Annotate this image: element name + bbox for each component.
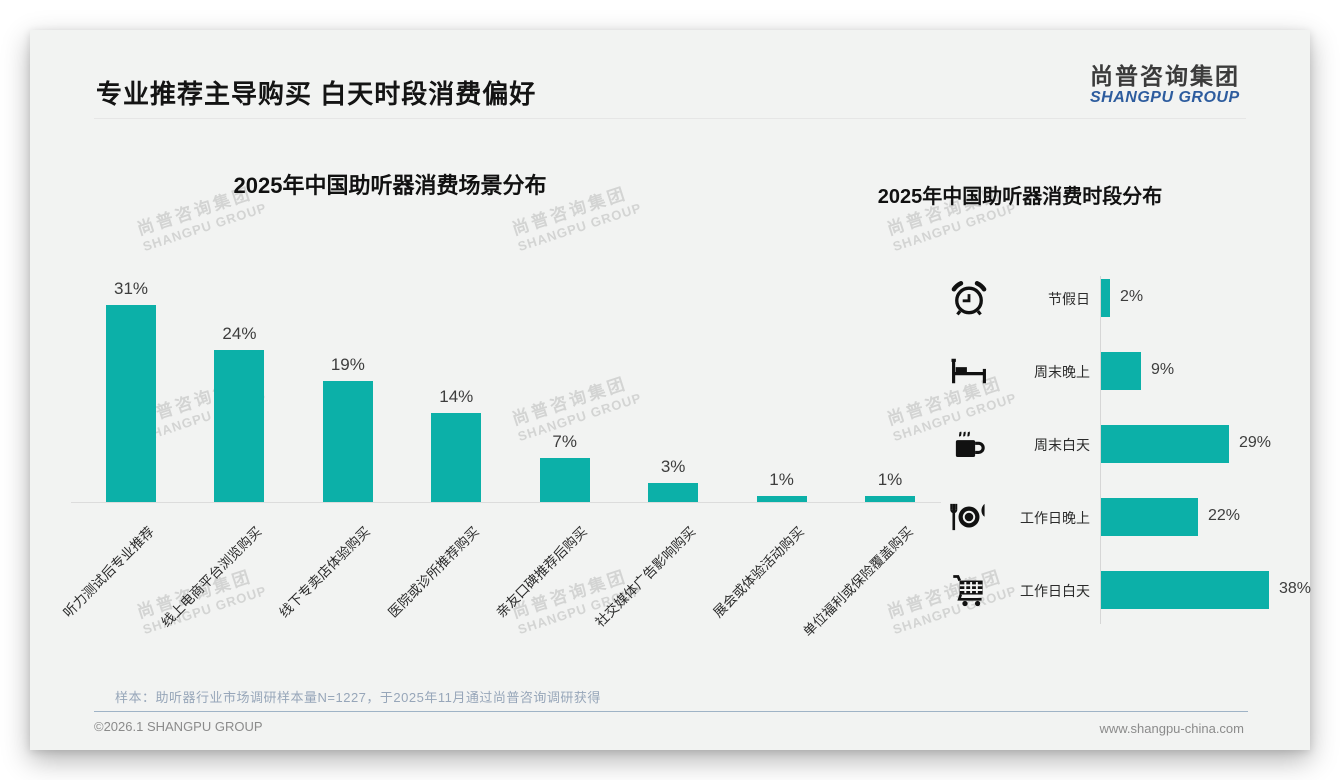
bed-icon: [948, 350, 990, 392]
scene-bar-value: 1%: [769, 470, 794, 489]
watermark-en: SHANGPU GROUP: [515, 200, 644, 255]
time-axis-label: 工作日白天: [1020, 583, 1090, 599]
footer-divider: [94, 711, 1248, 712]
scene-bar-value: 3%: [660, 457, 686, 476]
slide-card: 专业推荐主导购买 白天时段消费偏好 尚普咨询集团 SHANGPU GROUP 尚…: [30, 30, 1312, 750]
company-logo: 尚普咨询集团 SHANGPU GROUP: [1090, 63, 1240, 107]
scene-bar: [756, 496, 807, 502]
time-bar: [1101, 352, 1141, 390]
time-axis-label: 周末白天: [1034, 437, 1090, 453]
shopping-cart-icon: [948, 569, 990, 611]
scene-bar-value: 19%: [330, 355, 365, 374]
scene-bar-value: 7%: [552, 432, 577, 451]
logo-english-name: SHANGPU GROUP: [1090, 89, 1240, 107]
scene-bar: [106, 305, 156, 502]
alarm-clock-icon: [948, 277, 990, 319]
scene-bar-value: 24%: [222, 324, 257, 343]
time-bar: [1101, 571, 1269, 609]
time-axis-label: 工作日晚上: [1020, 510, 1090, 526]
time-bar: [1101, 425, 1229, 463]
scene-axis-label: 社交媒体广告影响购买: [592, 523, 699, 630]
scene-chart-title: 2025年中国助听器消费场景分布: [233, 173, 547, 198]
time-chart-baseline: [1100, 276, 1101, 624]
page-title: 专业推荐主导购买 白天时段消费偏好: [96, 79, 537, 109]
time-bar-value: 38%: [1279, 580, 1312, 597]
scene-bar: [648, 483, 699, 502]
scene-bar-chart: 31% 24% 19% 14% 7% 3% 1% 1%: [71, 275, 941, 503]
scene-bar: [539, 458, 590, 502]
scene-bar: [214, 350, 265, 502]
watermark-en: SHANGPU GROUP: [140, 200, 269, 255]
coffee-icon: [948, 423, 990, 465]
header-divider: [94, 118, 1246, 119]
time-bar-chart: 节假日 2% 周末晚上 9% 周末白天 29% 工作日晚上 22% 工作日白天 38%: [940, 270, 1312, 642]
scene-chart-axis-labels: 听力测试后专业推荐 线上电商平台浏览购买 线下专卖店体验购买 医院或诊所推荐购买 亲友口…: [60, 509, 935, 684]
time-axis-label: 节假日: [1048, 291, 1090, 307]
copyright-text: ©2026.1 SHANGPU GROUP: [94, 719, 263, 734]
scene-axis-label: 医院或诊所推荐购买: [385, 523, 482, 621]
scene-bar-value: 1%: [877, 470, 903, 489]
scene-axis-label: 展会或体验活动购买: [710, 523, 808, 621]
scene-axis-label: 线上电商平台浏览购买: [158, 523, 265, 630]
scene-axis-label: 听力测试后专业推荐: [59, 523, 157, 621]
scene-bar: [865, 496, 915, 502]
time-chart-title: 2025年中国助听器消费时段分布: [877, 186, 1163, 208]
scene-axis-label: 亲友口碑推荐后购买: [493, 523, 591, 621]
scene-axis-label: 线下专卖店体验购买: [276, 523, 374, 621]
scene-bar: [322, 381, 373, 502]
time-bar-value: 9%: [1151, 361, 1175, 378]
dining-icon: [948, 496, 990, 538]
scene-bar: [431, 413, 482, 502]
scene-bar-value: 14%: [439, 387, 474, 406]
scene-chart-baseline: [71, 502, 941, 503]
time-bar: [1101, 279, 1110, 317]
time-bar-value: 2%: [1120, 288, 1144, 305]
time-bar-value: 22%: [1208, 507, 1241, 524]
time-bar: [1101, 498, 1198, 536]
sample-note: 样本：助听器行业市场调研样本量N=1227，于2025年11月通过尚普咨询调研获…: [115, 690, 601, 705]
time-axis-label: 周末晚上: [1034, 364, 1090, 380]
scene-bar-value: 31%: [113, 279, 149, 298]
website-url: www.shangpu-china.com: [1099, 721, 1244, 736]
scene-axis-label: 单位福利或保险覆盖购买: [799, 523, 916, 640]
time-bar-value: 29%: [1239, 434, 1272, 451]
logo-chinese-name: 尚普咨询集团: [1090, 63, 1240, 89]
